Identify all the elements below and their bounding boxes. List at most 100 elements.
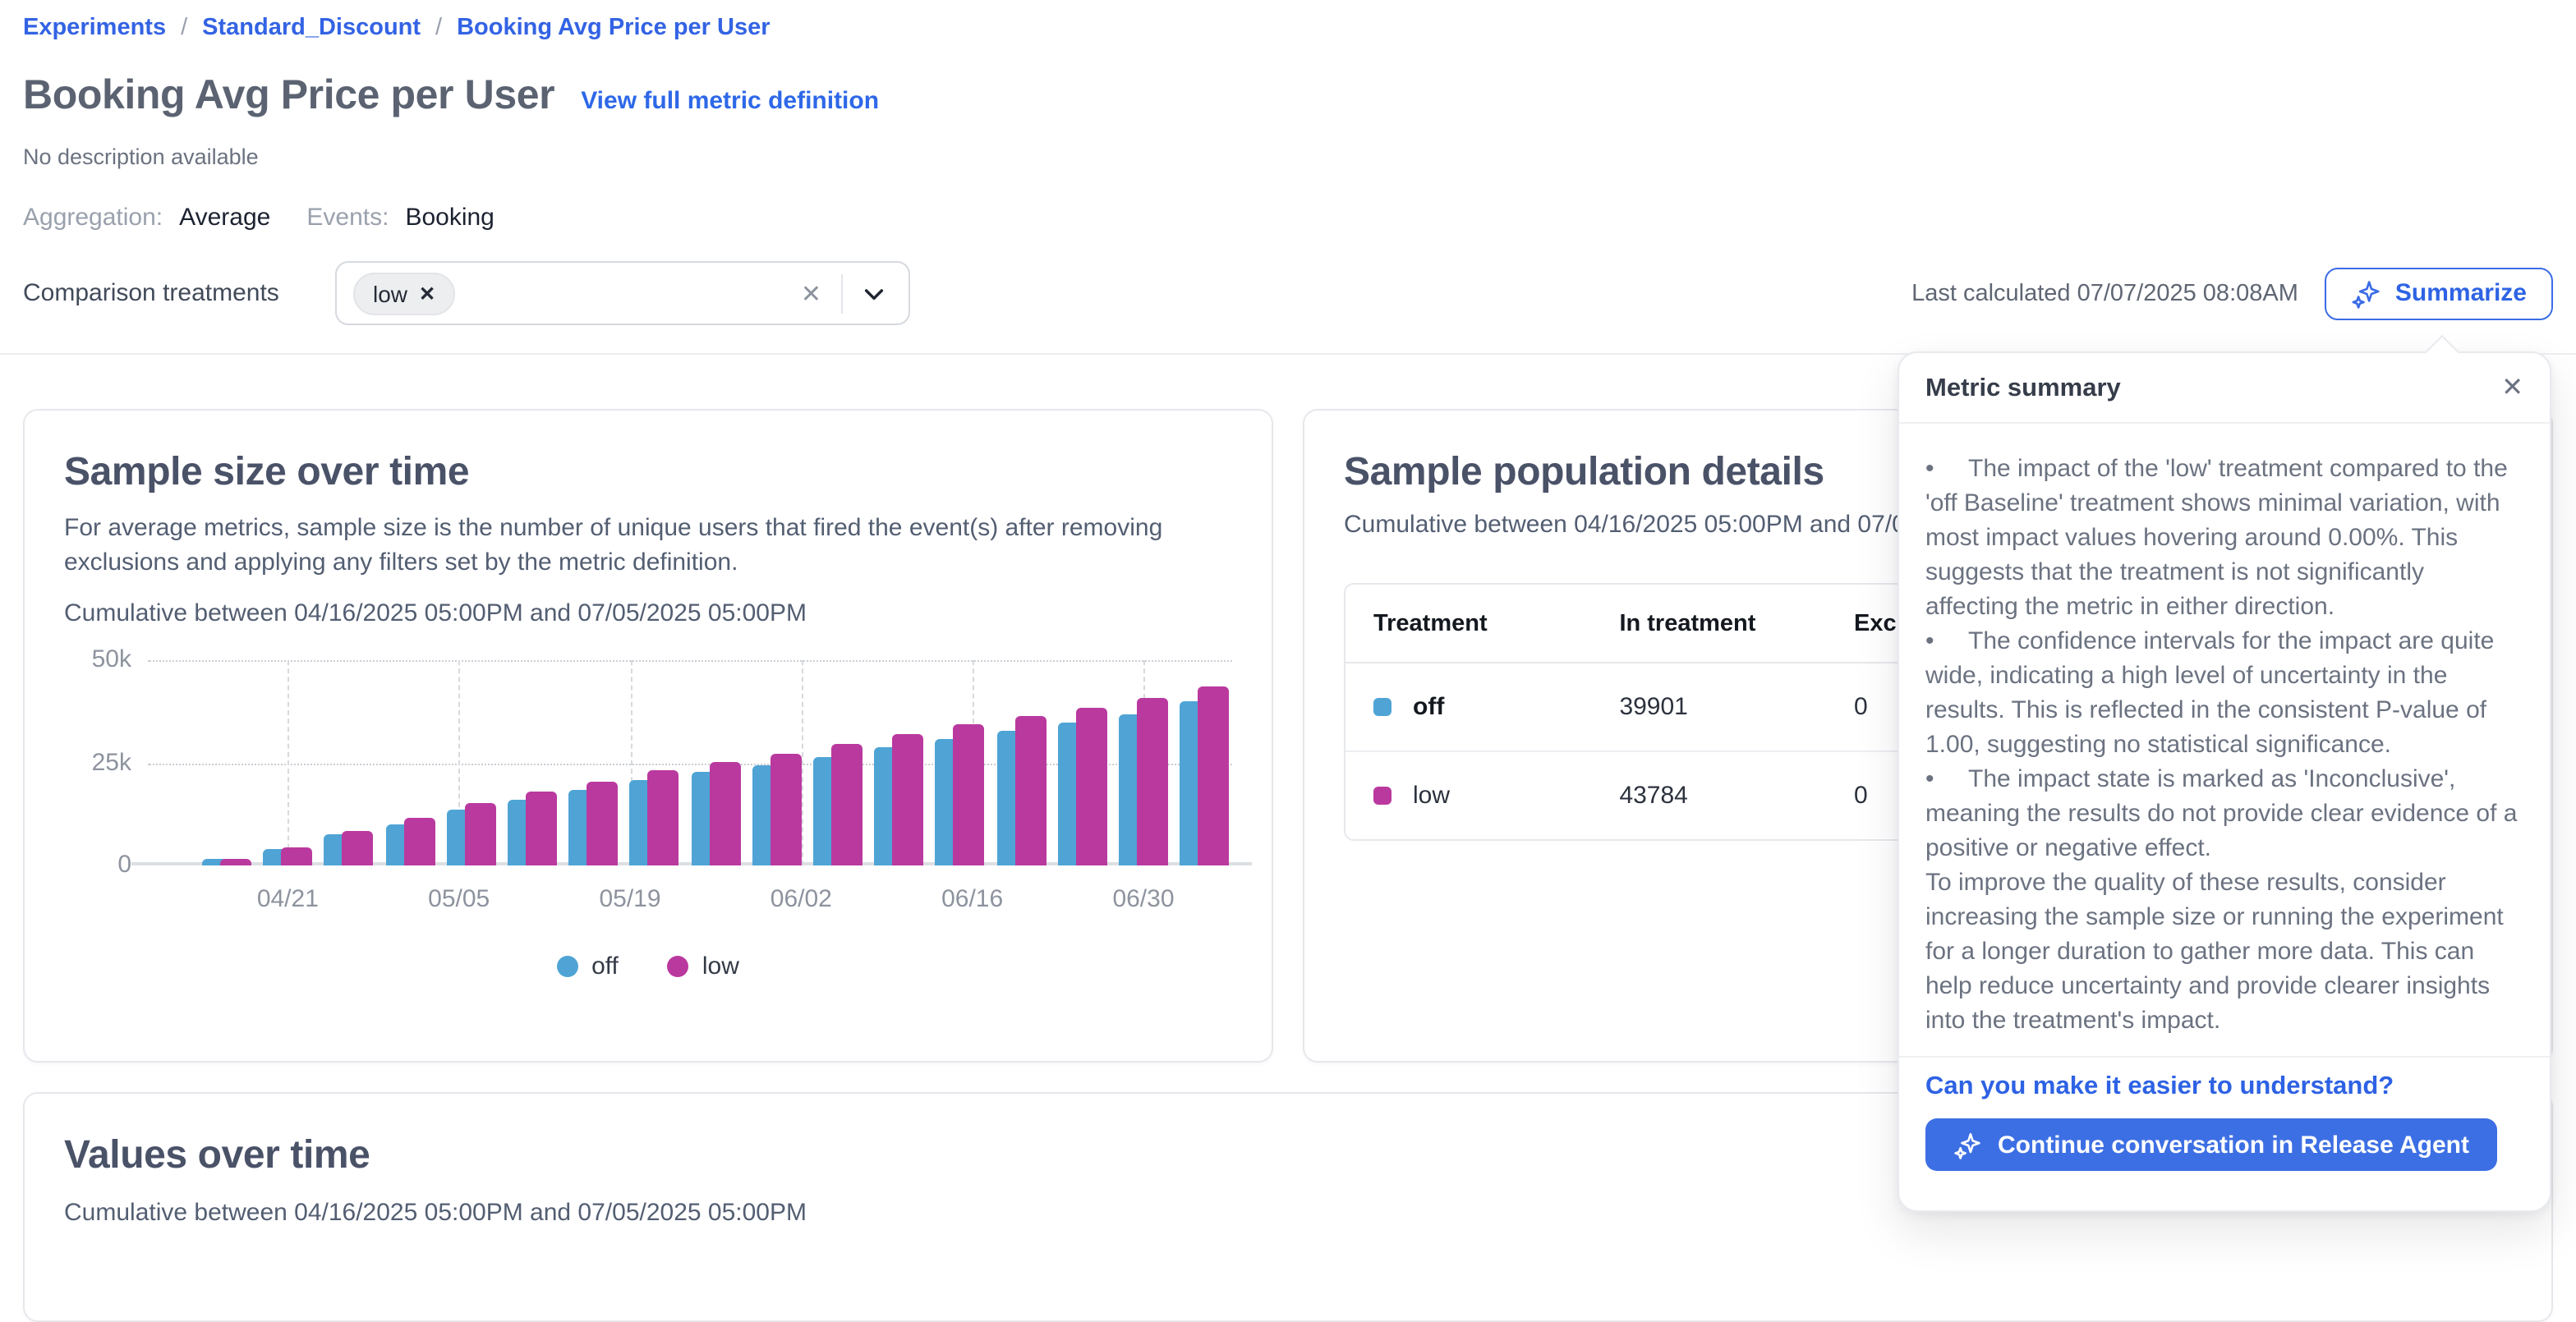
sparkle-icon	[2351, 278, 2380, 308]
breadcrumb-experiments[interactable]: Experiments	[23, 15, 167, 41]
summarize-button[interactable]: Summarize	[2324, 267, 2553, 319]
tag-remove-icon[interactable]: ✕	[419, 282, 436, 305]
continue-conversation-button[interactable]: Continue conversation in Release Agent	[1925, 1118, 2497, 1171]
comparison-row: Comparison treatments low ✕ ✕ Last calcu…	[23, 261, 2553, 325]
bar-low	[526, 792, 557, 865]
sample-size-title: Sample size over time	[64, 450, 470, 494]
page-title: Booking Avg Price per User	[23, 72, 555, 118]
summary-bullet: • The impact of the 'low' treatment compa…	[1925, 455, 2508, 621]
description-text: No description available	[23, 145, 259, 169]
panel-header: Metric summary ✕	[1899, 353, 2550, 422]
metric-detail-page: Experiments / Standard_Discount / Bookin…	[0, 15, 2576, 1322]
bar-low	[831, 743, 862, 865]
sparkle-icon	[1953, 1131, 1981, 1159]
sample-size-cumulative: Cumulative between 04/16/2025 05:00PM an…	[64, 599, 807, 627]
section-divider	[0, 353, 2576, 355]
y-gridline	[148, 763, 1232, 764]
bar-group-05/11	[508, 660, 557, 865]
bar-group-07/05	[1180, 660, 1230, 865]
col-treatment: Treatment	[1346, 585, 1592, 663]
treatment-name-low: low	[1413, 782, 1451, 810]
legend-item-off[interactable]: off	[557, 952, 619, 980]
legend-dot-low	[667, 956, 689, 977]
values-over-time-cumulative: Cumulative between 04/16/2025 05:00PM an…	[64, 1199, 807, 1227]
toolbar-right: Last calculated 07/07/2025 08:08AM Summa…	[1911, 267, 2553, 319]
bar-group-05/26	[691, 660, 741, 865]
panel-body: • The impact of the 'low' treatment compa…	[1899, 424, 2550, 1038]
continue-button-label: Continue conversation in Release Agent	[1998, 1131, 2469, 1159]
sample-size-chart: 0 25k 50k 04/21 05/05 05/19 06/02 06/16 06/30	[92, 645, 1252, 913]
bar-group-05/16	[568, 660, 619, 865]
comparison-treatments-select[interactable]: low ✕ ✕	[335, 261, 910, 325]
sample-population-title: Sample population details	[1344, 450, 1824, 494]
x-axis-tick: 06/02	[770, 885, 832, 913]
sample-size-card: Sample size over time For average metric…	[23, 409, 1273, 1063]
close-icon[interactable]: ✕	[2501, 374, 2523, 402]
last-calculated-text: Last calculated 07/07/2025 08:08AM	[1911, 280, 2298, 306]
treatment-tag-label: low	[373, 280, 408, 306]
legend-dot-off	[557, 956, 579, 977]
bar-group-06/10	[874, 660, 924, 865]
bar-low	[403, 818, 435, 865]
x-axis-tick: 05/19	[599, 885, 661, 913]
summary-bullet: • The confidence intervals for the impact…	[1925, 627, 2495, 759]
values-over-time-title: Values over time	[64, 1133, 370, 1177]
breadcrumb-separator: /	[435, 15, 443, 41]
panel-divider-2	[1899, 1056, 2550, 1058]
breadcrumb: Experiments / Standard_Discount / Bookin…	[23, 15, 2553, 41]
sample-size-description: For average metrics, sample size is the …	[64, 514, 1163, 576]
metric-summary-panel: Metric summary ✕ • The impact of the 'low…	[1898, 334, 2551, 1212]
events-label: Events:	[306, 204, 389, 232]
treatment-tag-low[interactable]: low ✕	[353, 272, 456, 314]
easier-to-understand-link[interactable]: Can you make it easier to understand?	[1925, 1072, 2394, 1100]
bar-group-05/06	[446, 660, 496, 865]
bar-low	[464, 803, 496, 865]
in-treatment-off: 39901	[1591, 663, 1827, 752]
bar-group-04/26	[324, 660, 374, 865]
bar-low	[1075, 708, 1107, 865]
treatment-swatch-off	[1373, 698, 1392, 716]
bar-low	[1014, 716, 1046, 865]
aggregation-row: Aggregation: Average Events: Booking	[23, 204, 2553, 232]
bar-low	[647, 770, 679, 865]
y-gridline	[148, 660, 1232, 662]
y-axis-tick: 25k	[91, 748, 131, 776]
x-gridline	[458, 660, 461, 865]
chevron-down-icon[interactable]	[856, 280, 892, 306]
aggregation-value: Average	[179, 204, 271, 232]
title-row: Booking Avg Price per User View full met…	[23, 72, 2553, 120]
view-metric-definition-link[interactable]: View full metric definition	[581, 87, 880, 115]
bar-group-04/16	[202, 660, 251, 865]
bar-low	[586, 781, 619, 865]
bar-low	[342, 830, 374, 865]
clear-selection-icon[interactable]: ✕	[800, 280, 821, 308]
x-gridline	[288, 660, 290, 865]
bar-group-05/01	[385, 660, 435, 865]
bar-group-04/21	[263, 660, 313, 865]
legend-item-low[interactable]: low	[667, 952, 739, 980]
y-axis-tick: 0	[117, 851, 131, 879]
bar-low	[281, 847, 313, 865]
legend-label-low: low	[702, 952, 739, 980]
breadcrumb-experiment-name[interactable]: Standard_Discount	[202, 15, 421, 41]
bar-low	[953, 724, 985, 865]
x-axis-tick: 04/21	[256, 885, 319, 913]
bar-off	[202, 858, 233, 865]
bar-group-06/20	[996, 660, 1046, 865]
col-in-treatment: In treatment	[1591, 585, 1827, 663]
bar-low	[709, 761, 741, 865]
events-value: Booking	[405, 204, 494, 232]
x-axis-tick: 06/16	[941, 885, 1004, 913]
treatment-swatch-low	[1373, 787, 1392, 805]
bar-low	[892, 733, 924, 865]
breadcrumb-metric-name[interactable]: Booking Avg Price per User	[457, 15, 770, 41]
y-axis-tick: 50k	[91, 645, 131, 673]
bar-group-05/31	[752, 660, 802, 865]
summarize-label: Summarize	[2394, 279, 2527, 307]
bar-low	[770, 753, 802, 865]
summary-bullet: • The impact state is marked as 'Inconclu…	[1925, 765, 2518, 862]
bar-low	[1137, 698, 1168, 865]
aggregation-label: Aggregation:	[23, 204, 163, 232]
bar-group-06/15	[935, 660, 985, 865]
bar-low	[1198, 686, 1230, 865]
